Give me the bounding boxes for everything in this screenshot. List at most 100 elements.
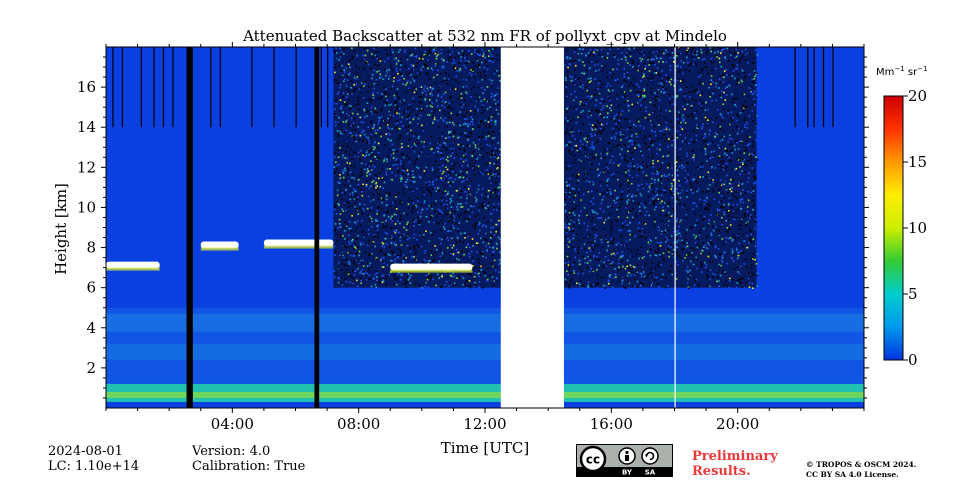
noise-pixel <box>704 109 707 111</box>
noise-pixel <box>695 63 697 66</box>
noise-pixel <box>668 54 671 57</box>
noise-pixel <box>391 235 393 238</box>
noise-pixel <box>376 279 378 282</box>
noise-pixel <box>703 215 706 218</box>
noise-pixel <box>477 108 479 111</box>
noise-pixel <box>663 209 665 212</box>
noise-pixel <box>357 151 360 154</box>
noise-pixel <box>468 76 471 79</box>
noise-pixel <box>751 283 754 285</box>
noise-pixel <box>368 233 370 236</box>
noise-pixel <box>609 261 612 264</box>
noise-pixel <box>675 112 678 115</box>
noise-pixel <box>587 61 590 63</box>
noise-pixel <box>365 183 368 186</box>
noise-pixel <box>497 113 500 115</box>
noise-pixel <box>435 221 438 224</box>
noise-pixel <box>587 116 590 119</box>
noise-pixel <box>735 286 738 289</box>
noise-pixel <box>618 119 621 122</box>
noise-pixel <box>447 181 450 184</box>
noise-pixel <box>720 65 722 68</box>
noise-pixel <box>352 281 354 283</box>
noise-pixel <box>356 71 358 74</box>
noise-pixel <box>370 254 372 256</box>
noise-pixel <box>333 276 336 278</box>
noise-pixel <box>644 202 647 205</box>
noise-pixel <box>697 285 700 288</box>
noise-pixel <box>740 278 742 280</box>
noise-pixel <box>614 254 616 256</box>
noise-pixel <box>385 254 387 256</box>
noise-pixel <box>337 266 340 269</box>
noise-pixel <box>431 207 433 210</box>
noise-pixel <box>436 147 438 149</box>
noise-pixel <box>705 207 708 209</box>
noise-pixel <box>347 167 349 170</box>
noise-pixel <box>412 181 414 183</box>
noise-pixel <box>732 235 735 238</box>
noise-pixel <box>636 102 639 104</box>
noise-pixel <box>471 155 474 157</box>
noise-pixel <box>339 234 342 236</box>
noise-pixel <box>489 237 492 239</box>
noise-pixel <box>650 177 653 180</box>
noise-pixel <box>646 276 649 279</box>
noise-pixel <box>737 280 739 282</box>
noise-pixel <box>628 85 630 87</box>
noise-pixel <box>751 253 754 255</box>
noise-pixel <box>648 148 651 151</box>
noise-pixel <box>625 175 627 177</box>
noise-pixel <box>392 152 395 155</box>
noise-pixel <box>721 162 724 165</box>
noise-pixel <box>396 163 398 166</box>
noise-pixel <box>477 98 479 101</box>
noise-pixel <box>483 270 485 273</box>
noise-pixel <box>737 237 740 239</box>
noise-pixel <box>428 102 431 105</box>
noise-pixel <box>351 124 354 127</box>
noise-pixel <box>650 91 653 93</box>
noise-pixel <box>348 206 350 208</box>
noise-pixel <box>377 192 380 195</box>
noise-pixel <box>486 280 489 282</box>
noise-pixel <box>413 100 415 103</box>
noise-pixel <box>481 120 483 123</box>
noise-pixel <box>715 212 718 215</box>
noise-pixel <box>597 175 599 178</box>
noise-pixel <box>718 209 721 211</box>
noise-pixel <box>432 253 434 256</box>
noise-pixel <box>728 210 730 212</box>
noise-pixel <box>356 246 359 248</box>
noise-pixel <box>377 122 380 125</box>
noise-pixel <box>452 164 454 167</box>
noise-pixel <box>453 282 456 285</box>
noise-pixel <box>742 277 745 279</box>
noise-pixel <box>367 91 369 93</box>
noise-pixel <box>664 238 666 241</box>
noise-pixel <box>751 78 754 81</box>
noise-pixel <box>430 110 433 113</box>
noise-pixel <box>750 267 753 270</box>
noise-pixel <box>481 48 483 51</box>
noise-pixel <box>564 198 566 201</box>
noise-pixel <box>595 88 597 91</box>
noise-pixel <box>702 123 704 126</box>
noise-pixel <box>462 241 464 244</box>
noise-pixel <box>596 120 599 122</box>
noise-pixel <box>388 110 391 113</box>
noise-pixel <box>683 205 686 208</box>
noise-pixel <box>364 57 367 60</box>
noise-pixel <box>671 137 674 140</box>
noise-pixel <box>418 73 421 76</box>
noise-pixel <box>414 47 417 49</box>
noise-pixel <box>466 220 468 223</box>
noise-pixel <box>705 176 707 178</box>
noise-pixel <box>485 193 487 196</box>
noise-pixel <box>426 73 429 76</box>
noise-pixel <box>750 263 753 266</box>
noise-pixel <box>572 132 574 134</box>
noise-pixel <box>366 265 369 267</box>
noise-pixel <box>357 258 359 261</box>
noise-pixel <box>439 165 441 168</box>
